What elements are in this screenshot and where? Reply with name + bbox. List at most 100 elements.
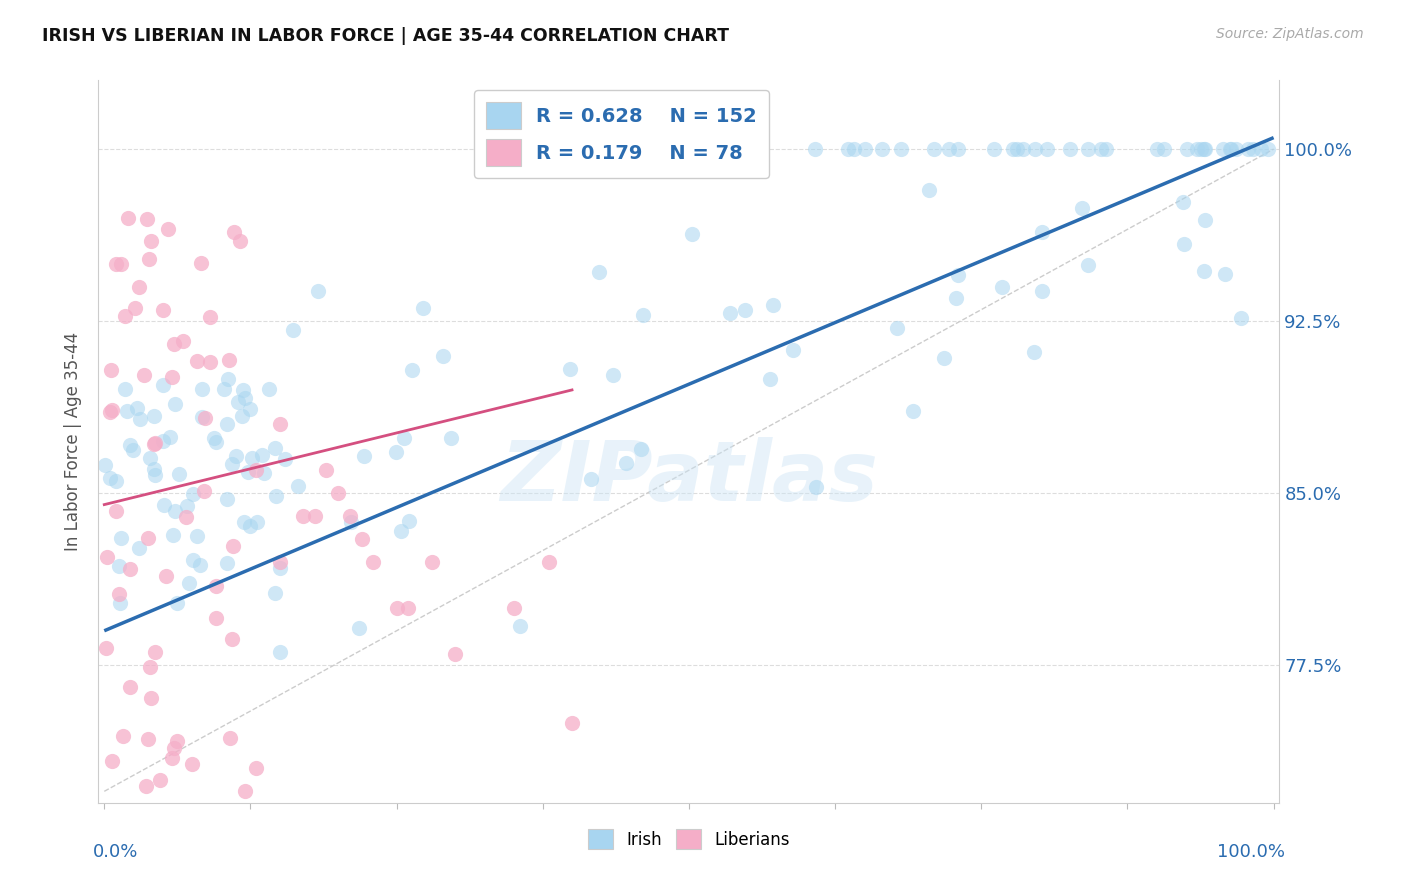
Text: ZIPatlas: ZIPatlas bbox=[501, 437, 877, 518]
Point bbox=[205, 579, 228, 593]
Y-axis label: In Labor Force | Age 35-44: In Labor Force | Age 35-44 bbox=[63, 332, 82, 551]
Point bbox=[1077, 258, 1099, 272]
Point bbox=[187, 853, 209, 867]
Point bbox=[215, 556, 238, 570]
Point bbox=[134, 368, 156, 382]
Point bbox=[614, 456, 637, 470]
Point bbox=[152, 302, 174, 317]
Point bbox=[1225, 142, 1247, 156]
Point bbox=[938, 142, 960, 156]
Point bbox=[163, 741, 186, 756]
Point bbox=[233, 391, 256, 405]
Point bbox=[121, 443, 143, 458]
Point bbox=[232, 515, 254, 529]
Point bbox=[1153, 142, 1175, 156]
Point bbox=[215, 417, 238, 432]
Point bbox=[172, 334, 194, 349]
Point bbox=[231, 409, 253, 423]
Point bbox=[233, 784, 256, 798]
Point bbox=[1011, 142, 1033, 156]
Point bbox=[222, 225, 245, 239]
Point bbox=[502, 600, 524, 615]
Point bbox=[205, 434, 228, 449]
Point bbox=[673, 142, 696, 156]
Point bbox=[101, 754, 124, 768]
Point bbox=[759, 371, 782, 385]
Point bbox=[602, 368, 624, 383]
Point bbox=[232, 383, 254, 397]
Point bbox=[127, 401, 149, 415]
Point bbox=[749, 142, 772, 156]
Point bbox=[135, 779, 157, 793]
Point bbox=[152, 378, 174, 392]
Point bbox=[226, 395, 249, 409]
Point bbox=[579, 472, 602, 486]
Point bbox=[240, 451, 263, 466]
Point bbox=[149, 773, 172, 788]
Point bbox=[389, 524, 412, 538]
Point bbox=[152, 876, 174, 890]
Legend: Irish, Liberians: Irish, Liberians bbox=[582, 822, 796, 856]
Point bbox=[718, 306, 741, 320]
Point bbox=[157, 221, 180, 235]
Point bbox=[100, 405, 122, 419]
Point bbox=[692, 142, 714, 156]
Point bbox=[221, 632, 243, 646]
Point bbox=[326, 486, 349, 500]
Point bbox=[287, 479, 309, 493]
Point bbox=[870, 142, 893, 156]
Point bbox=[110, 596, 132, 610]
Point bbox=[190, 256, 212, 270]
Point bbox=[444, 647, 467, 661]
Point bbox=[139, 690, 162, 705]
Point bbox=[212, 382, 235, 396]
Point bbox=[221, 457, 243, 471]
Point bbox=[193, 483, 215, 498]
Point bbox=[110, 532, 132, 546]
Point bbox=[315, 463, 337, 477]
Point bbox=[215, 491, 238, 506]
Point bbox=[165, 503, 187, 517]
Point bbox=[160, 370, 183, 384]
Point bbox=[537, 555, 560, 569]
Point bbox=[204, 431, 226, 445]
Point bbox=[167, 467, 190, 482]
Point bbox=[558, 361, 581, 376]
Point bbox=[209, 807, 232, 822]
Point bbox=[111, 729, 134, 743]
Point bbox=[842, 142, 865, 156]
Point bbox=[1146, 142, 1168, 156]
Point bbox=[901, 403, 924, 417]
Point bbox=[136, 732, 159, 747]
Point bbox=[183, 487, 205, 501]
Point bbox=[94, 640, 117, 655]
Point bbox=[153, 498, 176, 512]
Text: 100.0%: 100.0% bbox=[1218, 843, 1285, 861]
Point bbox=[1194, 142, 1216, 156]
Point bbox=[1031, 225, 1053, 239]
Point bbox=[218, 731, 240, 746]
Point bbox=[361, 555, 384, 569]
Point bbox=[239, 519, 262, 533]
Point bbox=[246, 515, 269, 529]
Point bbox=[180, 756, 202, 771]
Text: Source: ZipAtlas.com: Source: ZipAtlas.com bbox=[1216, 27, 1364, 41]
Point bbox=[143, 437, 166, 451]
Point bbox=[190, 382, 212, 396]
Point bbox=[401, 363, 423, 377]
Point bbox=[1194, 142, 1216, 156]
Point bbox=[631, 308, 654, 322]
Point bbox=[110, 257, 132, 271]
Point bbox=[107, 559, 129, 574]
Point bbox=[1077, 142, 1099, 156]
Point bbox=[98, 471, 121, 485]
Point bbox=[139, 451, 162, 466]
Point bbox=[1230, 310, 1253, 325]
Point bbox=[143, 436, 166, 450]
Point bbox=[1171, 195, 1194, 210]
Point bbox=[108, 587, 131, 601]
Point bbox=[143, 468, 166, 483]
Point bbox=[983, 142, 1005, 156]
Point bbox=[1002, 142, 1025, 156]
Point bbox=[114, 382, 136, 396]
